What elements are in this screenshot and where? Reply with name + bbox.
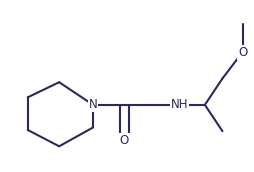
Text: O: O	[120, 133, 129, 147]
Text: NH: NH	[171, 98, 188, 111]
Text: N: N	[89, 98, 98, 111]
Text: O: O	[238, 46, 247, 59]
